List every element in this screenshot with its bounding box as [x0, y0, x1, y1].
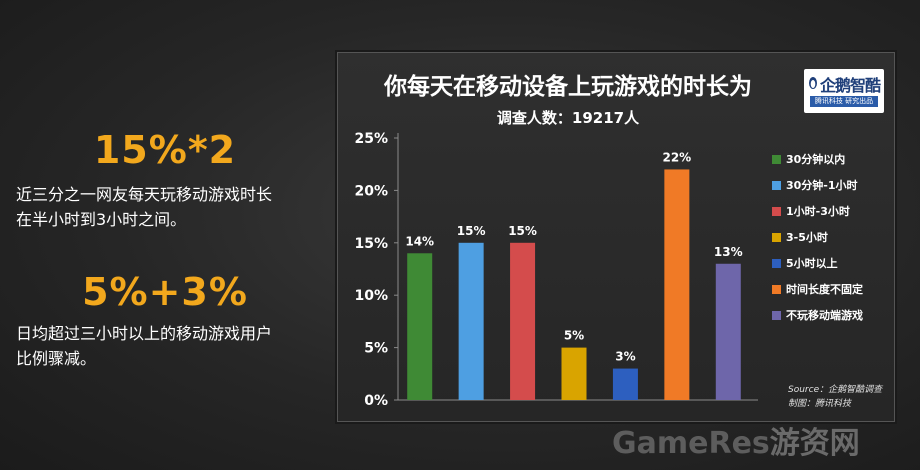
bar [612, 368, 638, 400]
y-tick-label: 25% [354, 131, 388, 147]
brand-logo: 企鹅智酷 腾讯科技 研究出品 [804, 69, 884, 113]
bar [664, 169, 690, 400]
left-summary: 15%*2 近三分之一网友每天玩移动游戏时长 在半小时到3小时之间。 5%+3%… [0, 0, 330, 470]
bar [715, 263, 741, 400]
chart-title: 你每天在移动设备上玩游戏的时长为 [384, 74, 752, 100]
data-label: 5% [564, 329, 584, 343]
legend-item: 5小时以上 [772, 255, 902, 275]
bar [407, 253, 433, 400]
y-tick-label: 5% [364, 341, 388, 357]
legend-label: 3-5小时 [786, 231, 828, 244]
bar [510, 242, 536, 400]
legend-label: 1小时-3小时 [786, 205, 850, 218]
data-label: 13% [714, 245, 743, 259]
bar [561, 347, 587, 400]
legend-swatch [772, 285, 781, 294]
legend-label: 5小时以上 [786, 257, 838, 270]
legend-label: 30分钟以内 [786, 153, 846, 166]
y-tick-label: 0% [364, 393, 388, 409]
chart-subtitle: 调查人数：19217人 [496, 109, 640, 127]
stat-description-1-line-1: 近三分之一网友每天玩移动游戏时长 [16, 185, 273, 204]
data-label: 3% [615, 350, 635, 364]
legend-item: 30分钟-1小时 [772, 177, 902, 197]
stat-headline-1: 15%*2 [93, 128, 237, 172]
stat-description-2-line-2: 比例骤减。 [16, 349, 97, 368]
stat-description-1-line-2: 在半小时到3小时之间。 [16, 210, 187, 229]
stat-description-1: 近三分之一网友每天玩移动游戏时长 在半小时到3小时之间。 [16, 182, 321, 232]
watermark-chinese: 游资网 [769, 426, 860, 461]
legend-item: 30分钟以内 [772, 151, 902, 171]
bar [458, 242, 484, 400]
watermark-latin: GameRes [612, 426, 770, 461]
data-label: 22% [662, 150, 691, 164]
chart-panel: 你每天在移动设备上玩游戏的时长为 调查人数：19217人 企鹅智酷 腾讯科技 研… [337, 52, 895, 422]
chart-source: Source：企鹅智酷调查 制图：腾讯科技 [788, 383, 882, 411]
legend-label: 30分钟-1小时 [786, 179, 858, 192]
legend-label: 时间长度不固定 [786, 283, 863, 296]
source-line: Source：企鹅智酷调查 [788, 385, 883, 395]
legend-swatch [772, 233, 781, 242]
legend-swatch [772, 311, 781, 320]
legend-item: 1小时-3小时 [772, 203, 902, 223]
logo-tagline: 腾讯科技 研究出品 [810, 96, 878, 107]
bar-chart: 0% 5% 10% 15% 20% 25% 14% 15% 15% 5% 3% 22% 13% [354, 131, 758, 409]
data-label: 15% [457, 224, 486, 238]
legend-item: 不玩移动端游戏 [772, 307, 902, 327]
legend-swatch [772, 207, 781, 216]
penguin-icon [809, 77, 817, 89]
stat-description-2: 日均超过三小时以上的移动游戏用户 比例骤减。 [16, 321, 321, 371]
credit-line: 制图：腾讯科技 [788, 399, 852, 409]
legend-swatch [772, 259, 781, 268]
legend-swatch [772, 181, 781, 190]
stat-headline-2: 5%+3% [82, 270, 248, 314]
y-tick-label: 10% [354, 288, 388, 304]
legend-swatch [772, 155, 781, 164]
stat-description-2-line-1: 日均超过三小时以上的移动游戏用户 [16, 324, 273, 343]
legend-item: 3-5小时 [772, 229, 902, 249]
legend-item: 时间长度不固定 [772, 281, 902, 301]
legend-label: 不玩移动端游戏 [786, 309, 863, 322]
y-tick-label: 15% [354, 236, 388, 252]
data-label: 14% [405, 234, 434, 248]
data-label: 15% [508, 224, 537, 238]
y-tick-label: 20% [354, 183, 388, 199]
logo-name: 企鹅智酷 [820, 76, 881, 95]
site-watermark: GameRes游资网 [612, 418, 860, 462]
